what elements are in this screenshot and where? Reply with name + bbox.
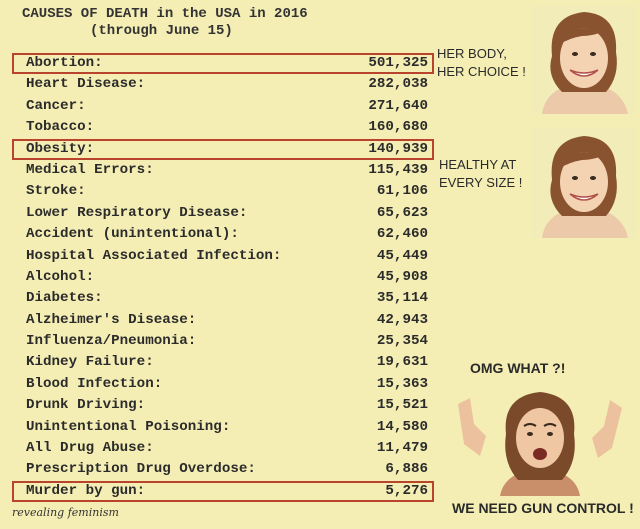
page-title: CAUSES OF DEATH in the USA in 2016 (thro… xyxy=(22,6,422,40)
death-count: 15,521 xyxy=(376,397,428,414)
death-count: 140,939 xyxy=(368,140,428,157)
title-line2: (through June 15) xyxy=(90,23,233,39)
row-accident: Accident (unintentional): 62,460 xyxy=(22,224,432,245)
row-drunk-driving: Drunk Driving: 15,521 xyxy=(22,395,432,416)
row-medical-errors: Medical Errors: 115,439 xyxy=(22,160,432,181)
causes-table: Abortion: 501,325 Heart Disease: 282,038… xyxy=(12,53,434,503)
cause-label: Tobacco: xyxy=(26,119,95,136)
callout-gun-control: WE NEED GUN CONTROL ! xyxy=(452,500,634,516)
cause-label: Obesity: xyxy=(26,140,95,157)
cause-label: Heart Disease: xyxy=(26,76,146,93)
death-count: 271,640 xyxy=(368,97,428,114)
death-count: 11,479 xyxy=(376,440,428,457)
death-count: 45,908 xyxy=(376,268,428,285)
callout-omg: OMG WHAT ?! xyxy=(470,360,566,376)
row-diabetes: Diabetes: 35,114 xyxy=(22,288,432,309)
cause-label: Diabetes: xyxy=(26,290,103,307)
row-alzheimers: Alzheimer's Disease: 42,943 xyxy=(22,310,432,331)
death-count: 61,106 xyxy=(376,183,428,200)
row-prescription-overdose: Prescription Drug Overdose: 6,886 xyxy=(22,459,432,480)
row-stroke: Stroke: 61,106 xyxy=(22,181,432,202)
cause-label: Kidney Failure: xyxy=(26,354,154,371)
shocked-woman-portrait xyxy=(452,384,628,496)
row-hospital-infection: Hospital Associated Infection: 45,449 xyxy=(22,246,432,267)
death-count: 19,631 xyxy=(376,354,428,371)
cause-label: Prescription Drug Overdose: xyxy=(26,461,256,478)
watermark: revealing feminism xyxy=(12,506,119,519)
death-count: 501,325 xyxy=(368,55,428,71)
smiling-woman-portrait xyxy=(532,128,636,238)
death-count: 6,886 xyxy=(385,461,428,478)
row-heart-disease: Heart Disease: 282,038 xyxy=(22,74,432,95)
cause-label: Murder by gun: xyxy=(26,482,146,499)
cause-label: Unintentional Poisoning: xyxy=(26,418,231,435)
callout-healthy: HEALTHY AT EVERY SIZE ! xyxy=(439,156,522,192)
cause-label: All Drug Abuse: xyxy=(26,440,154,457)
row-blood-infection: Blood Infection: 15,363 xyxy=(22,374,432,395)
smiling-woman-portrait xyxy=(532,6,636,114)
death-count: 160,680 xyxy=(368,119,428,136)
row-obesity: Obesity: 140,939 xyxy=(12,138,434,161)
callout-line: HER BODY, xyxy=(437,46,507,61)
callout-line: EVERY SIZE ! xyxy=(439,175,523,190)
callout-line: HEALTHY AT xyxy=(439,157,517,172)
cause-label: Stroke: xyxy=(26,183,86,200)
row-murder-by-gun: Murder by gun: 5,276 xyxy=(12,480,434,503)
row-abortion: Abortion: 501,325 xyxy=(12,53,434,75)
cause-label: Drunk Driving: xyxy=(26,397,146,414)
cause-label: Alcohol: xyxy=(26,268,95,285)
row-tobacco: Tobacco: 160,680 xyxy=(22,117,432,138)
cause-label: Accident (unintentional): xyxy=(26,226,239,243)
cause-label: Lower Respiratory Disease: xyxy=(26,204,248,221)
death-count: 14,580 xyxy=(376,418,428,435)
cause-label: Medical Errors: xyxy=(26,161,154,178)
callout-line: HER CHOICE ! xyxy=(437,64,526,79)
death-count: 282,038 xyxy=(368,76,428,93)
death-count: 42,943 xyxy=(376,311,428,328)
row-influenza: Influenza/Pneumonia: 25,354 xyxy=(22,331,432,352)
row-lower-respiratory: Lower Respiratory Disease: 65,623 xyxy=(22,203,432,224)
row-alcohol: Alcohol: 45,908 xyxy=(22,267,432,288)
row-cancer: Cancer: 271,640 xyxy=(22,96,432,117)
cause-label: Abortion: xyxy=(26,55,103,71)
title-line1: CAUSES OF DEATH in the USA in 2016 xyxy=(22,6,308,22)
callout-her-choice: HER BODY, HER CHOICE ! xyxy=(437,45,526,81)
cause-label: Blood Infection: xyxy=(26,375,163,392)
death-count: 25,354 xyxy=(376,333,428,350)
row-drug-abuse: All Drug Abuse: 11,479 xyxy=(22,438,432,459)
death-count: 45,449 xyxy=(376,247,428,264)
death-count: 115,439 xyxy=(368,161,428,178)
cause-label: Influenza/Pneumonia: xyxy=(26,333,197,350)
row-kidney-failure: Kidney Failure: 19,631 xyxy=(22,352,432,373)
cause-label: Hospital Associated Infection: xyxy=(26,247,282,264)
cause-label: Alzheimer's Disease: xyxy=(26,311,197,328)
death-count: 62,460 xyxy=(376,226,428,243)
death-count: 35,114 xyxy=(376,290,428,307)
death-count: 65,623 xyxy=(376,204,428,221)
cause-label: Cancer: xyxy=(26,97,86,114)
row-unintentional-poisoning: Unintentional Poisoning: 14,580 xyxy=(22,417,432,438)
death-count: 5,276 xyxy=(385,482,428,499)
death-count: 15,363 xyxy=(376,375,428,392)
